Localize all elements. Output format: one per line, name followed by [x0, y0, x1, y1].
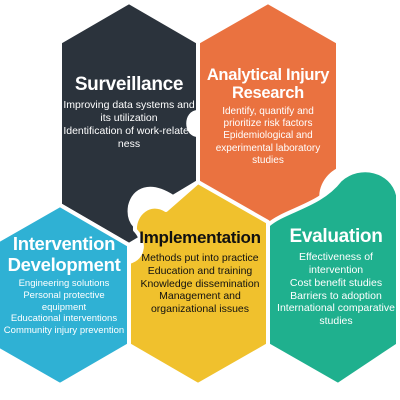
evaluation-block: Evaluation Effectiveness of intervention…	[276, 226, 396, 328]
implementation-item: Methods put into practice	[141, 252, 259, 265]
implementation-item: Education and training	[147, 264, 253, 277]
implementation-hexagon	[127, 180, 270, 387]
implementation-title: Implementation	[139, 228, 261, 247]
intervention-item: Educational interventions	[10, 313, 118, 325]
analytical-item: Identify, quantify and prioritize risk f…	[222, 105, 314, 130]
implementation-block: Implementation Methods put into practice…	[136, 228, 264, 316]
intervention-item: Personal protective equipment	[23, 290, 105, 313]
surveillance-block: Surveillance Improving data systems and …	[62, 74, 196, 150]
evaluation-item: Barriers to adoption	[290, 289, 382, 302]
evaluation-title: Evaluation	[289, 226, 383, 247]
evaluation-item: Effectiveness of intervention	[299, 251, 373, 277]
intervention-item: Community injury prevention	[3, 324, 125, 336]
surveillance-title: Surveillance	[74, 74, 184, 95]
intervention-block: Intervention Development Engineering sol…	[2, 233, 126, 336]
intervention-title: Intervention Development	[7, 233, 121, 275]
analytical-item: Epidemiological and experimental laborat…	[215, 130, 321, 166]
intervention-item: Engineering solutions	[18, 278, 110, 290]
surveillance-item: Improving data systems and its utilizati…	[63, 99, 195, 125]
evaluation-item: International comparative studies	[277, 302, 395, 328]
analytical-title: Analytical Injury Research	[206, 66, 330, 103]
implementation-item: Management and organizational issues	[150, 290, 250, 316]
analytical-block: Analytical Injury Research Identify, qua…	[204, 66, 332, 167]
implementation-item: Knowledge dissemination	[140, 277, 260, 290]
surveillance-item: Identification of work-related ness	[63, 124, 195, 150]
evaluation-item: Cost benefit studies	[289, 276, 383, 289]
